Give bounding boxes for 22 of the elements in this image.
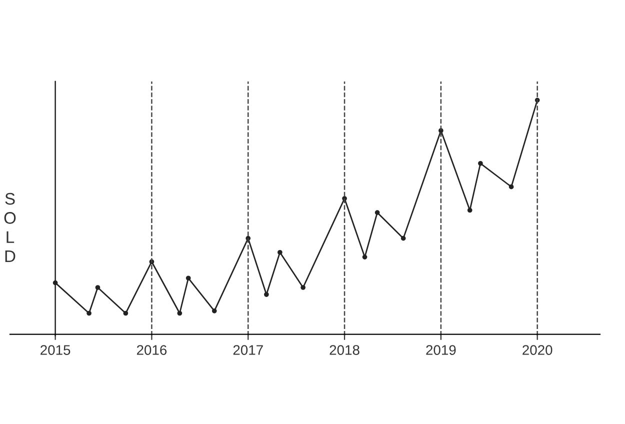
point <box>478 160 483 166</box>
point <box>400 236 406 241</box>
point <box>123 310 128 316</box>
x-tick-label: 2019 <box>426 345 456 355</box>
point <box>362 254 368 260</box>
point <box>264 292 269 297</box>
point <box>86 310 92 316</box>
point <box>95 285 100 290</box>
x-tick-label: 2016 <box>136 345 167 355</box>
point <box>177 310 182 316</box>
point <box>467 208 472 213</box>
point <box>278 250 282 255</box>
point <box>300 285 306 290</box>
x-tick-label: 2017 <box>233 345 263 355</box>
x-tick-label: 2020 <box>522 345 552 355</box>
point <box>374 210 380 215</box>
point <box>508 184 514 190</box>
point <box>212 308 217 314</box>
x-tick-label: 2018 <box>330 345 360 355</box>
y-axis-title: SOLD <box>4 192 16 262</box>
point <box>186 276 191 281</box>
x-tick-label: 2015 <box>40 345 70 355</box>
